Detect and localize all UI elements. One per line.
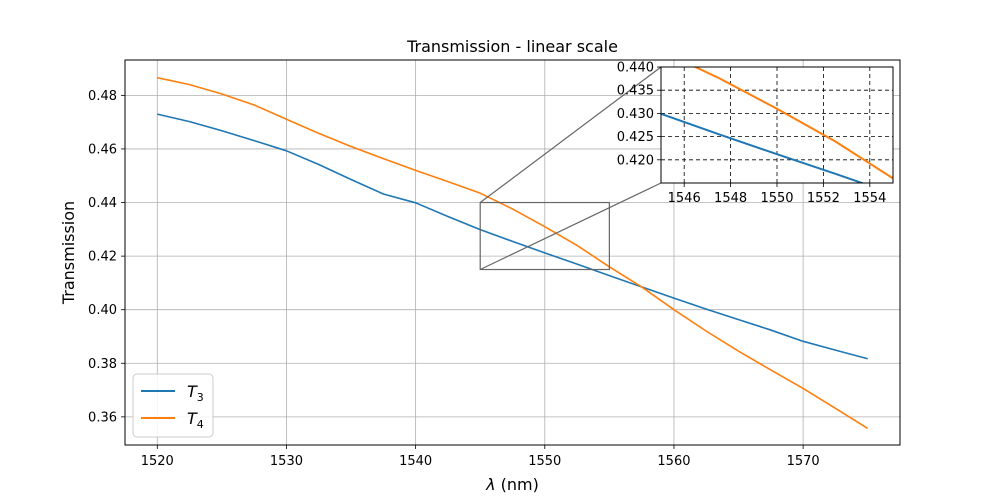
x-axis-label-unit: (nm) [496, 475, 539, 494]
legend-box [132, 373, 214, 438]
series-line-t4 [157, 76, 869, 430]
y-tick-label: 0.36 [88, 410, 117, 425]
x-tick-label: 1560 [657, 454, 690, 469]
inset-y-tick-label: 0.425 [617, 130, 654, 145]
inset-y-ticks: 0.420 0.425 0.430 0.435 0.440 [617, 61, 661, 168]
y-tick-label: 0.42 [88, 250, 117, 265]
main-series [157, 76, 869, 430]
inset-y-tick-label: 0.430 [617, 107, 654, 122]
x-axis-label-symbol: λ [485, 475, 495, 494]
inset-connector-line [479, 66, 662, 204]
legend-label-t3: T3 [187, 382, 204, 404]
series-line-t3 [157, 113, 868, 360]
legend: T3 T4 [132, 373, 214, 438]
inset-y-tick-label: 0.435 [617, 84, 654, 99]
chart-title: Transmission - linear scale [406, 37, 618, 56]
inset-x-tick-label: 1546 [668, 191, 701, 206]
y-tick-label: 0.38 [88, 357, 117, 372]
inset-x-ticks: 1546 1548 1550 1552 1554 [668, 183, 886, 206]
inset-y-tick-label: 0.440 [617, 61, 654, 76]
legend-label-t4: T4 [187, 409, 204, 431]
y-tick-label: 0.40 [88, 303, 117, 318]
inset-y-tick-label: 0.420 [617, 153, 654, 168]
inset-x-tick-label: 1554 [853, 191, 886, 206]
x-tick-label: 1550 [528, 454, 561, 469]
inset-connectors [479, 66, 662, 271]
inset-connector-line [479, 182, 662, 271]
x-tick-label: 1530 [270, 454, 303, 469]
inset-series-line-t3 [661, 112, 866, 183]
main-x-ticks: 1520 1530 1540 1550 1560 1570 [141, 445, 820, 469]
y-tick-label: 0.48 [88, 89, 117, 104]
inset-x-tick-label: 1552 [807, 191, 840, 206]
inset-series [661, 67, 893, 183]
y-tick-label: 0.44 [88, 196, 117, 211]
x-axis-label: λ (nm) [485, 475, 539, 494]
main-y-ticks: 0.36 0.38 0.40 0.42 0.44 0.46 0.48 [88, 89, 125, 425]
x-tick-label: 1520 [141, 454, 174, 469]
inset-series-line-t4 [693, 67, 893, 180]
inset-x-tick-label: 1548 [714, 191, 747, 206]
y-axis-label: Transmission [59, 201, 78, 305]
x-tick-label: 1540 [399, 454, 432, 469]
main-plot-frame [124, 59, 901, 446]
inset-chart: 1546 1548 1550 1552 1554 0.420 0.425 0.430 0.43… [617, 61, 894, 206]
x-tick-label: 1570 [787, 454, 820, 469]
inset-x-tick-label: 1550 [760, 191, 793, 206]
zoom-region-indicator [479, 201, 610, 271]
y-tick-label: 0.46 [88, 142, 117, 157]
